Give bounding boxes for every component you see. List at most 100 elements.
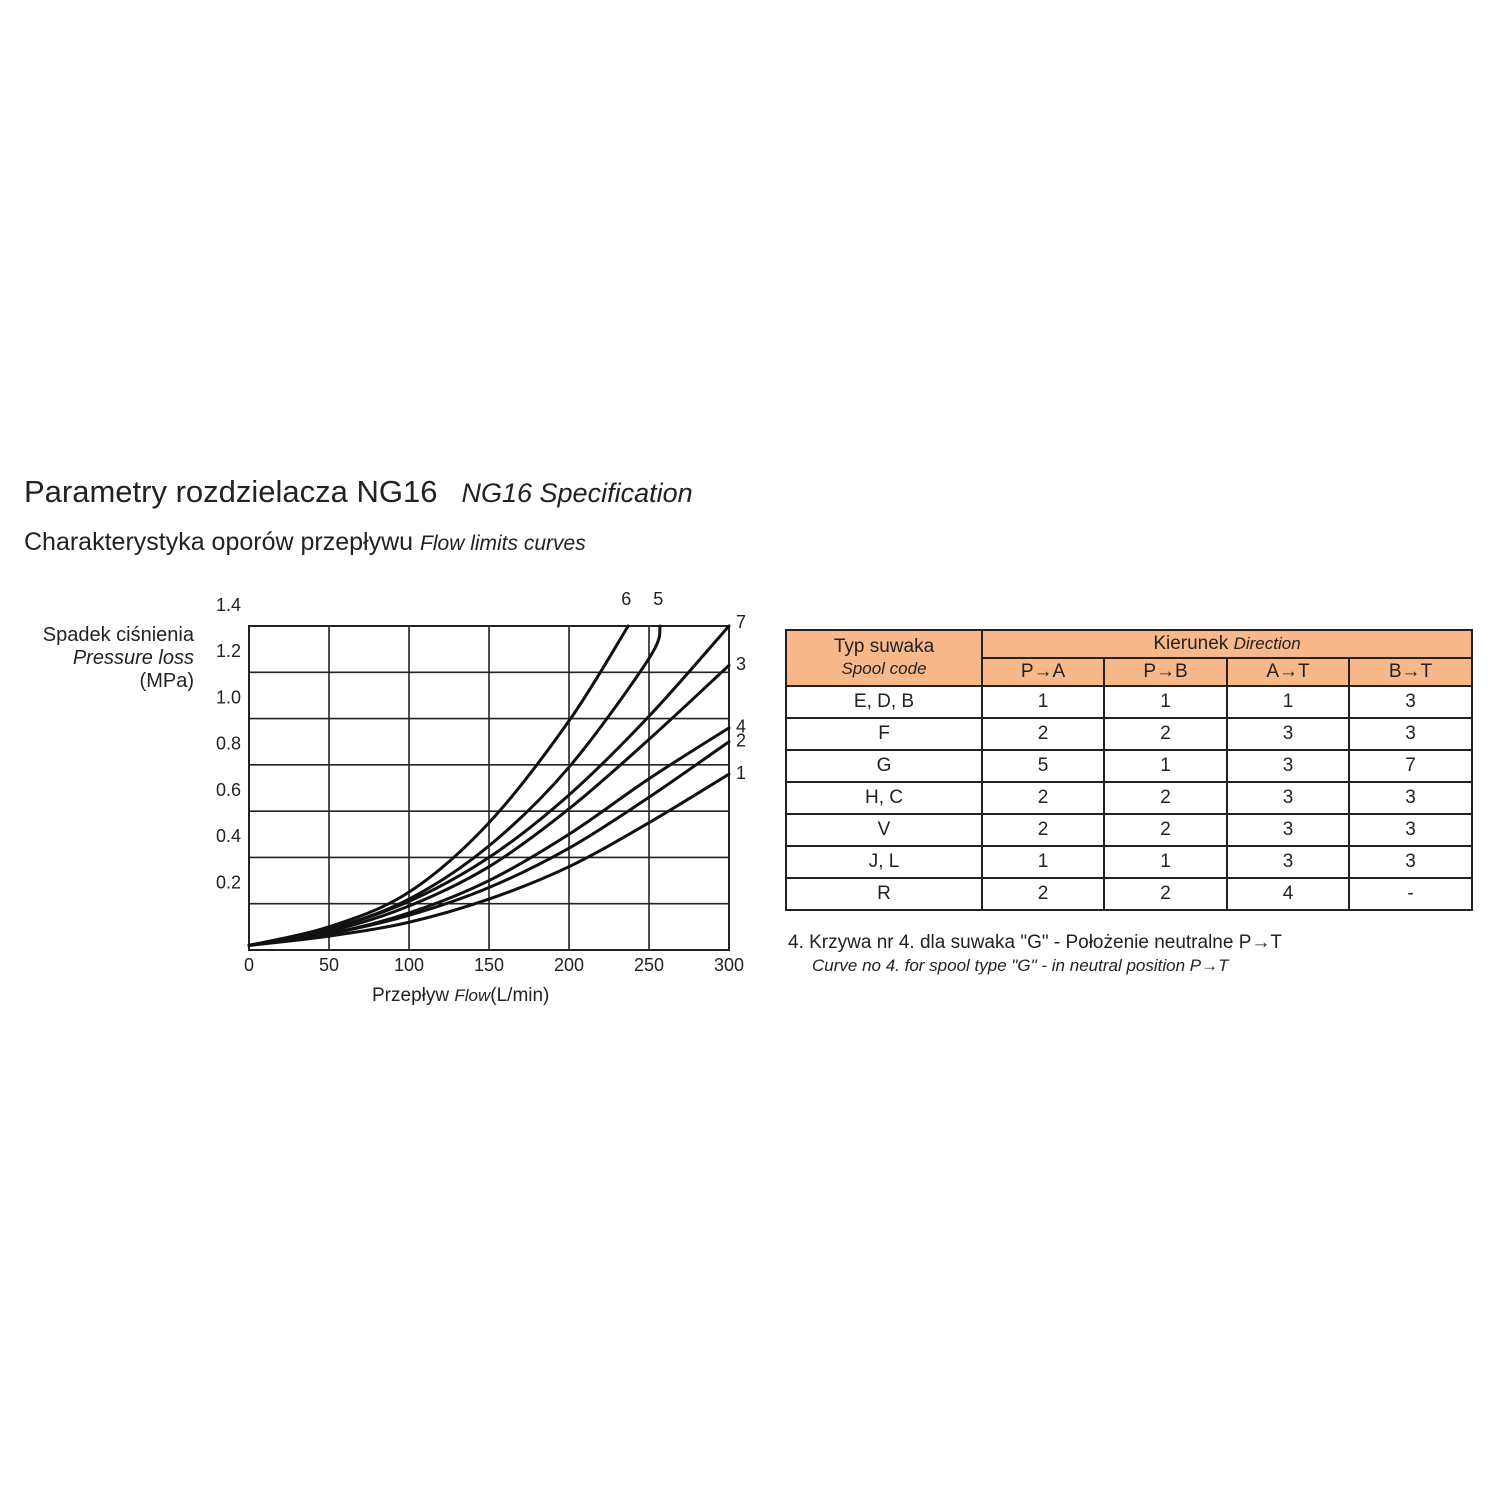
curve-7 (247, 624, 731, 947)
value-cell: 2 (1103, 813, 1228, 847)
x-tick-label: 300 (714, 955, 744, 975)
table-row: E, D, B 1 1 1 3 (785, 685, 1473, 719)
table-row: H, C 2 2 3 3 (785, 781, 1473, 815)
x-axis-label: Przepływ Flow(L/min) (372, 985, 549, 1007)
flow-chart: 0 50 100 150 200 250 3000.20.40.60.81.01.21.4 … (216, 589, 746, 975)
curve-label-7: 7 (736, 612, 746, 632)
value-cell: 1 (981, 845, 1105, 879)
curve-label-5: 5 (653, 589, 663, 609)
title-pl: Parametry rozdzielacza NG16 (24, 474, 438, 509)
value-cell: 2 (1103, 877, 1228, 911)
x-tick-label: 0 (244, 955, 254, 975)
x-axis-label-pl: Przepływ (372, 985, 450, 1006)
value-cell: 5 (981, 749, 1105, 783)
subtitle-en: Flow limits curves (420, 532, 586, 555)
curve-label-3: 3 (736, 654, 746, 674)
value-cell: 3 (1348, 845, 1473, 879)
value-cell: 7 (1348, 749, 1473, 783)
page-title: Parametry rozdzielacza NG16 NG16 Specific… (24, 474, 693, 510)
table-row: J, L 1 1 3 3 (785, 845, 1473, 879)
curve-1 (247, 772, 731, 947)
value-cell: 4 (1226, 877, 1350, 911)
y-axis-label: Spadek ciśnienia Pressure loss (MPa) (43, 624, 194, 693)
y-tick-label: 0.4 (216, 826, 241, 846)
curve-3 (247, 663, 731, 947)
curve-note: 4. Krzywa nr 4. dla suwaka "G" - Położen… (788, 932, 1282, 953)
y-axis-unit: (MPa) (139, 670, 194, 692)
chart-curve-labels: 1 2 3 4 5 6 7 (621, 589, 746, 783)
spool-cell: H, C (785, 781, 983, 815)
column-header: A→T (1226, 657, 1350, 687)
value-cell: 3 (1226, 781, 1350, 815)
value-cell: 1 (1226, 685, 1350, 719)
spool-cell: F (785, 717, 983, 751)
y-tick-label: 0.6 (216, 780, 241, 800)
spool-cell: G (785, 749, 983, 783)
x-tick-label: 100 (394, 955, 424, 975)
value-cell: 3 (1348, 781, 1473, 815)
direction-header-pl: Kierunek (1153, 633, 1229, 654)
spool-cell: V (785, 813, 983, 847)
curve-label-1: 1 (736, 763, 746, 783)
value-cell: 2 (981, 813, 1105, 847)
column-header: B→T (1348, 657, 1473, 687)
value-cell: 1 (1103, 685, 1228, 719)
x-axis-label-en: Flow (454, 986, 491, 1005)
table-row: G 5 1 3 7 (785, 749, 1473, 783)
spool-header-en: Spool code (841, 659, 927, 678)
table-row: F 2 2 3 3 (785, 717, 1473, 751)
column-header: P→B (1103, 657, 1228, 687)
value-cell: 2 (1103, 717, 1228, 751)
value-cell: 3 (1348, 685, 1473, 719)
chart-curves (247, 624, 731, 947)
direction-header: Kierunek Direction (981, 629, 1473, 659)
table-row: R 2 2 4 - (785, 877, 1473, 911)
x-tick-label: 50 (319, 955, 339, 975)
value-cell: 3 (1226, 813, 1350, 847)
curve-label-6: 6 (621, 589, 631, 609)
subtitle-pl: Charakterystyka oporów przepływu (24, 528, 414, 556)
value-cell: 3 (1348, 813, 1473, 847)
value-cell: 1 (981, 685, 1105, 719)
curve-label-2: 2 (736, 730, 746, 750)
curve-label-4: 4 (736, 717, 746, 737)
value-cell: 3 (1226, 717, 1350, 751)
x-tick-label: 200 (554, 955, 584, 975)
title-en: NG16 Specification (461, 478, 693, 508)
y-axis-label-pl: Spadek ciśnienia (42, 624, 194, 646)
y-tick-label: 1.4 (216, 595, 241, 615)
x-tick-label: 250 (634, 955, 664, 975)
curve-note-en: Curve no 4. for spool type "G" - in neut… (812, 956, 1229, 975)
curve-6 (247, 624, 630, 947)
value-cell: 3 (1226, 845, 1350, 879)
value-cell: 2 (1103, 781, 1228, 815)
value-cell: - (1348, 877, 1473, 911)
value-cell: 2 (981, 781, 1105, 815)
spool-code-header: Typ suwaka Spool code (785, 629, 983, 687)
chart-ticks: 0 50 100 150 200 250 300 0.2 0.4 0.6 0.8 1.0 1.2 1.4 (216, 595, 744, 975)
curve-4 (247, 726, 731, 947)
column-header: P→A (981, 657, 1105, 687)
y-tick-label: 0.8 (216, 734, 241, 754)
table-row: V 2 2 3 3 (785, 813, 1473, 847)
spool-cell: R (785, 877, 983, 911)
spool-header-pl: Typ suwaka (833, 636, 935, 657)
direction-header-en: Direction (1233, 634, 1301, 653)
y-tick-label: 1.0 (216, 687, 241, 707)
spool-cell: E, D, B (785, 685, 983, 719)
spool-cell: J, L (785, 845, 983, 879)
y-axis-label-en: Pressure loss (72, 647, 194, 669)
x-tick-label: 150 (474, 955, 504, 975)
page-subtitle: Charakterystyka oporów przepływu Flow li… (24, 528, 586, 557)
chart-grid (248, 625, 730, 951)
x-axis-unit: (L/min) (490, 985, 550, 1006)
value-cell: 1 (1103, 749, 1228, 783)
value-cell: 1 (1103, 845, 1228, 879)
value-cell: 2 (981, 877, 1105, 911)
value-cell: 2 (981, 717, 1105, 751)
y-tick-label: 0.2 (216, 872, 241, 892)
spool-direction-table: Typ suwaka Spool code Kierunek Direction… (785, 629, 1473, 911)
value-cell: 3 (1348, 717, 1473, 751)
value-cell: 3 (1226, 749, 1350, 783)
y-tick-label: 1.2 (216, 641, 241, 661)
